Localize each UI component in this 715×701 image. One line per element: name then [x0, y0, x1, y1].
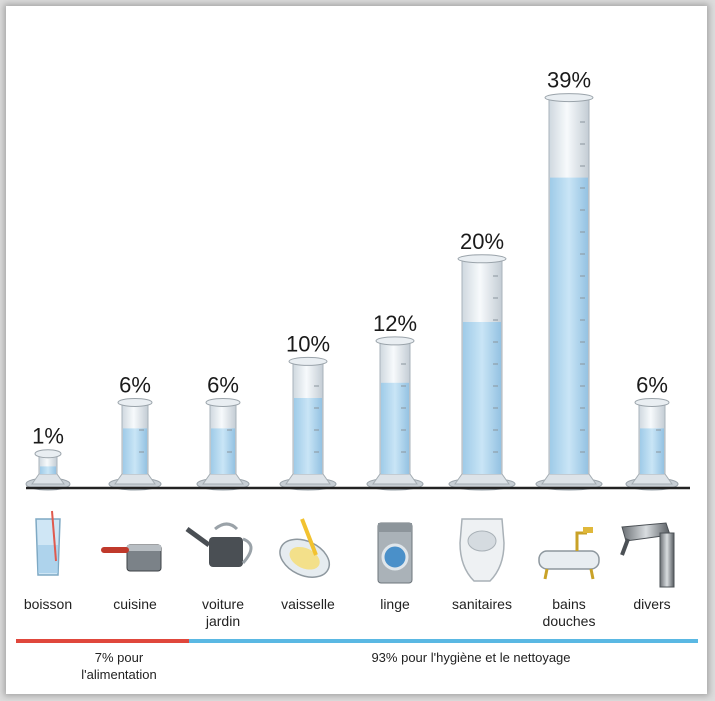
cylinder-3: 10%	[279, 331, 337, 491]
cylinder-4: 12%	[366, 311, 424, 491]
cylinder-rim	[34, 449, 62, 459]
cylinder-foot-neck	[285, 473, 331, 485]
cylinder-foot-neck	[31, 473, 65, 485]
category-label: jardin	[205, 613, 240, 629]
cylinder-foot-neck	[454, 473, 510, 485]
icons-layer	[35, 510, 675, 588]
cylinder-rim	[117, 397, 153, 407]
value-label: 6%	[119, 372, 151, 397]
dish-sponge-icon	[279, 518, 331, 578]
value-label: 6%	[207, 372, 239, 397]
water-bar	[381, 382, 409, 474]
category-label: vaisselle	[281, 596, 335, 612]
water-bar	[463, 322, 501, 474]
value-label: 20%	[460, 229, 504, 254]
cylinder-foot-neck	[372, 473, 418, 485]
cylinder-2: 6%	[196, 372, 250, 491]
value-label: 6%	[636, 372, 668, 397]
cylinder-rim	[457, 254, 507, 264]
cylinder-foot-neck	[541, 473, 597, 485]
watering-can-icon	[185, 522, 253, 567]
chart-card: 1% 6% 6% 10% 12% 20% 39% 6% boisson cuisine voitu…	[6, 6, 707, 694]
value-label: 12%	[373, 311, 417, 336]
toilet-icon	[459, 518, 505, 582]
water-bar	[550, 177, 588, 474]
group-brackets-layer: 7% pour l'alimentation 93% pour l'hygiène …	[16, 639, 698, 682]
cylinder-5: 20%	[448, 229, 516, 491]
cylinder-foot-neck	[631, 473, 673, 485]
saucepan-icon	[101, 544, 162, 572]
cylinder-rim	[205, 397, 241, 407]
water-bar	[294, 398, 322, 474]
group-label: 93% pour l'hygiène et le nettoyage	[371, 650, 570, 665]
faucet-icon	[620, 522, 675, 588]
cylinder-6: 39%	[535, 68, 603, 491]
category-label: bains	[552, 596, 585, 612]
water-bar	[123, 428, 147, 474]
category-label: douches	[543, 613, 596, 629]
value-label: 1%	[32, 424, 64, 449]
cylinder-rim	[634, 397, 670, 407]
cylinder-0: 1%	[25, 424, 71, 491]
cylinder-foot-neck	[202, 473, 244, 485]
category-label: voiture	[202, 596, 244, 612]
water-bar	[640, 428, 664, 474]
washing-machine-icon	[377, 522, 413, 584]
bathtub-icon	[538, 527, 600, 580]
value-label: 39%	[547, 68, 591, 93]
cylinders-layer: 1% 6% 6% 10% 12% 20% 39% 6%	[25, 68, 679, 491]
water-bar	[211, 428, 235, 474]
glass-icon	[35, 510, 61, 576]
group-label: l'alimentation	[81, 667, 156, 682]
group-label: 7% pour	[95, 650, 144, 665]
water-bar	[40, 466, 56, 474]
cylinder-foot-neck	[114, 473, 156, 485]
cylinder-7: 6%	[625, 372, 679, 491]
category-label: cuisine	[113, 596, 157, 612]
value-label: 10%	[286, 331, 330, 356]
cylinder-rim	[288, 356, 328, 366]
cylinder-rim	[544, 93, 594, 103]
cylinder-1: 6%	[108, 372, 162, 491]
category-label: boisson	[24, 596, 72, 612]
water-usage-chart: 1% 6% 6% 10% 12% 20% 39% 6% boisson cuisine voitu…	[16, 68, 698, 682]
category-label: divers	[633, 596, 670, 612]
category-label: sanitaires	[452, 596, 512, 612]
cylinder-rim	[375, 336, 415, 346]
category-label: linge	[380, 596, 410, 612]
